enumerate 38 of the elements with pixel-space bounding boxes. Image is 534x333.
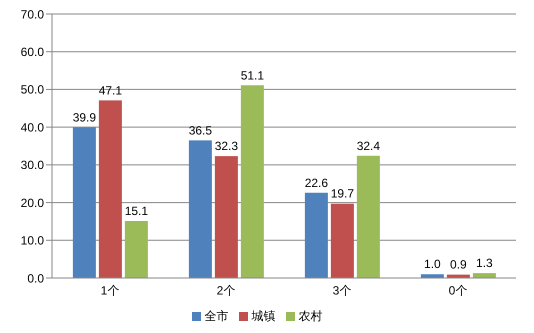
legend-label: 城镇 [252,309,276,323]
legend-label: 全市 [204,309,228,323]
bar [472,273,496,278]
data-label: 36.5 [188,123,212,138]
data-label: 1.3 [476,256,494,270]
bar [124,221,148,278]
x-tick-label: 0个 [448,284,468,298]
y-tick-label: 10.0 [20,234,44,248]
data-label: 47.1 [98,83,122,98]
y-tick-label: 40.0 [20,120,44,134]
bar [330,204,354,278]
y-tick-label: 0.0 [27,271,44,286]
data-label: 32.3 [214,139,238,154]
data-label: 19.7 [330,186,354,201]
y-tick-label: 60.0 [20,44,44,59]
bar [98,100,122,278]
data-label: 51.1 [240,68,264,82]
x-tick-label: 1个 [100,284,120,298]
bar [188,140,212,278]
x-tick-label: 2个 [216,284,236,298]
data-label: 39.9 [72,110,96,125]
y-tick-label: 30.0 [20,158,44,172]
data-label: 32.4 [356,138,380,153]
bar [240,85,264,278]
y-tick-label: 20.0 [20,196,44,210]
bar [356,156,380,278]
bar [72,128,96,278]
data-label: 15.1 [124,204,148,218]
bar [420,274,444,278]
bar [304,192,328,278]
data-label: 1.0 [424,257,442,272]
data-label: 0.9 [450,258,468,272]
data-label: 22.6 [304,176,328,190]
y-tick-label: 50.0 [20,82,44,97]
x-tick-label: 3个 [332,284,352,298]
legend-label: 农村 [298,309,322,323]
bar [214,156,238,278]
y-tick-label: 70.0 [20,7,44,22]
